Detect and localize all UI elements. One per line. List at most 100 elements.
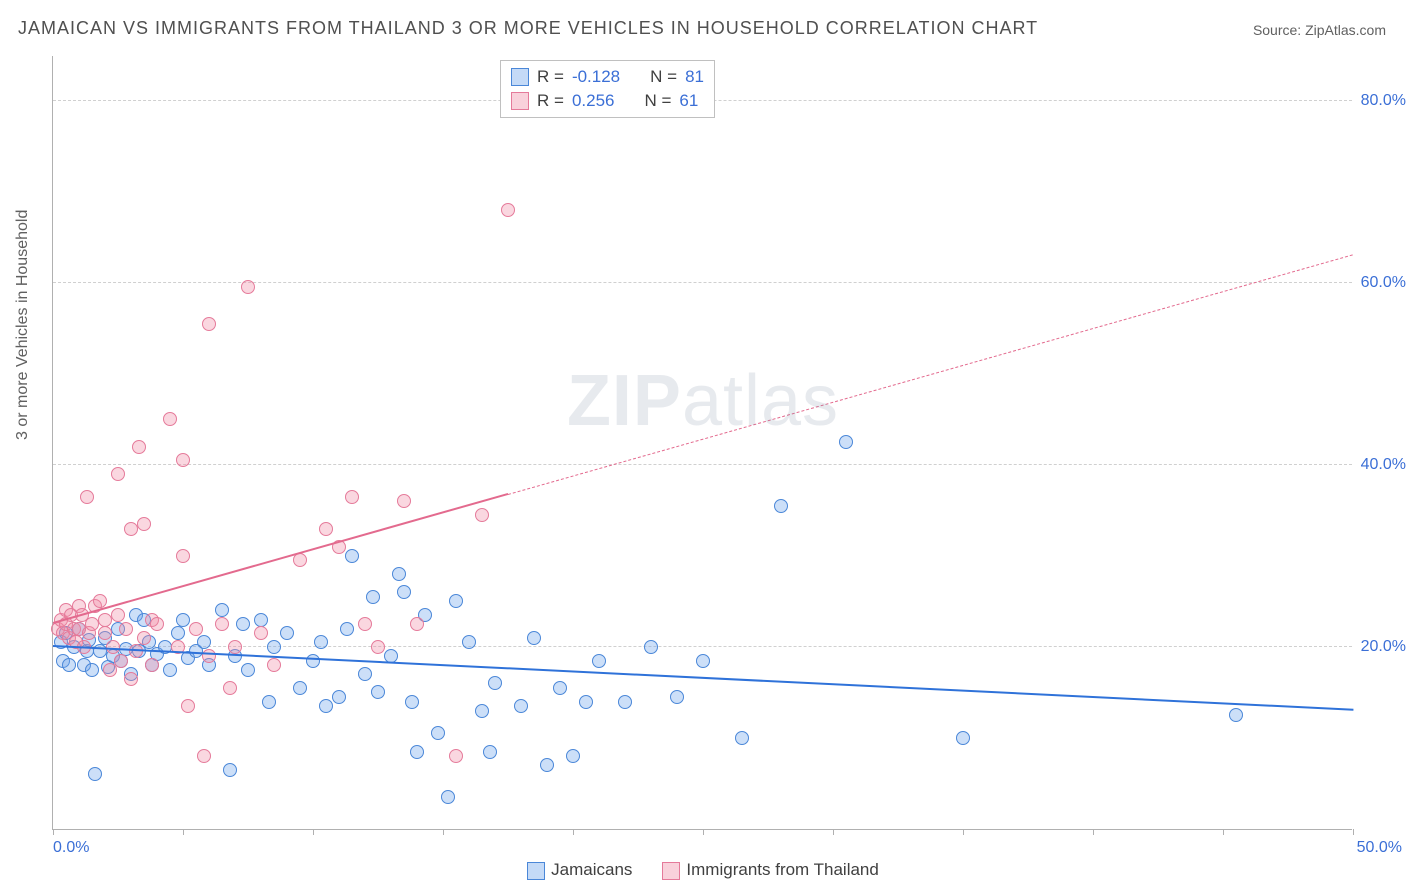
chart-title: JAMAICAN VS IMMIGRANTS FROM THAILAND 3 O… [18, 18, 1038, 39]
scatter-point-pink [111, 467, 125, 481]
scatter-point-blue [358, 667, 372, 681]
scatter-point-pink [163, 412, 177, 426]
x-label-left: 0.0% [53, 839, 89, 857]
x-tick [1223, 829, 1224, 835]
legend-item: Jamaicans [527, 860, 632, 880]
scatter-point-blue [366, 590, 380, 604]
scatter-point-blue [553, 681, 567, 695]
scatter-point-pink [137, 631, 151, 645]
legend-label: Jamaicans [551, 860, 632, 879]
y-tick-label: 40.0% [1361, 456, 1406, 474]
scatter-point-blue [241, 663, 255, 677]
scatter-point-pink [124, 522, 138, 536]
scatter-point-pink [181, 699, 195, 713]
x-tick [1353, 829, 1354, 835]
scatter-point-pink [124, 672, 138, 686]
scatter-point-pink [80, 490, 94, 504]
scatter-point-blue [514, 699, 528, 713]
scatter-point-pink [176, 549, 190, 563]
scatter-point-pink [254, 626, 268, 640]
trendline-dashed [508, 254, 1353, 495]
x-tick [1093, 829, 1094, 835]
scatter-point-pink [475, 508, 489, 522]
stat-n-label: N = [650, 67, 677, 87]
scatter-point-blue [441, 790, 455, 804]
scatter-point-blue [540, 758, 554, 772]
scatter-point-pink [119, 622, 133, 636]
scatter-point-blue [475, 704, 489, 718]
scatter-point-blue [314, 635, 328, 649]
stat-r-value: -0.128 [572, 67, 620, 87]
y-tick-label: 80.0% [1361, 92, 1406, 110]
scatter-point-blue [1229, 708, 1243, 722]
legend-swatch-blue [527, 862, 545, 880]
bottom-legend: Jamaicans Immigrants from Thailand [0, 860, 1406, 880]
scatter-point-blue [405, 695, 419, 709]
scatter-point-blue [527, 631, 541, 645]
correlation-stats-box: R =-0.128N =81R =0.256N =61 [500, 60, 715, 118]
scatter-point-pink [98, 613, 112, 627]
gridline [53, 464, 1352, 465]
scatter-point-blue [449, 594, 463, 608]
scatter-point-pink [215, 617, 229, 631]
scatter-point-pink [345, 490, 359, 504]
scatter-point-pink [98, 626, 112, 640]
scatter-point-blue [956, 731, 970, 745]
x-tick [53, 829, 54, 835]
gridline [53, 646, 1352, 647]
scatter-point-blue [839, 435, 853, 449]
scatter-point-pink [241, 280, 255, 294]
scatter-point-blue [488, 676, 502, 690]
scatter-point-blue [397, 585, 411, 599]
scatter-point-blue [340, 622, 354, 636]
stat-swatch-pink [511, 92, 529, 110]
scatter-point-pink [202, 317, 216, 331]
scatter-point-blue [85, 663, 99, 677]
scatter-point-blue [306, 654, 320, 668]
scatter-point-blue [197, 635, 211, 649]
scatter-point-pink [319, 522, 333, 536]
scatter-point-pink [129, 644, 143, 658]
x-tick [963, 829, 964, 835]
legend-label: Immigrants from Thailand [686, 860, 878, 879]
scatter-point-pink [145, 658, 159, 672]
scatter-point-pink [114, 654, 128, 668]
scatter-point-blue [392, 567, 406, 581]
scatter-point-pink [397, 494, 411, 508]
source-label: Source: ZipAtlas.com [1253, 22, 1386, 38]
scatter-point-blue [267, 640, 281, 654]
scatter-point-pink [449, 749, 463, 763]
x-tick [833, 829, 834, 835]
scatter-point-blue [223, 763, 237, 777]
scatter-point-pink [371, 640, 385, 654]
stat-r-value: 0.256 [572, 91, 615, 111]
scatter-point-blue [696, 654, 710, 668]
scatter-point-blue [592, 654, 606, 668]
scatter-point-blue [566, 749, 580, 763]
scatter-point-blue [735, 731, 749, 745]
x-tick [443, 829, 444, 835]
y-tick-label: 60.0% [1361, 274, 1406, 292]
stat-swatch-blue [511, 68, 529, 86]
scatter-point-blue [262, 695, 276, 709]
scatter-point-blue [371, 685, 385, 699]
scatter-point-blue [254, 613, 268, 627]
scatter-point-blue [431, 726, 445, 740]
x-tick [703, 829, 704, 835]
scatter-point-blue [88, 767, 102, 781]
x-tick [573, 829, 574, 835]
scatter-point-pink [197, 749, 211, 763]
scatter-point-blue [319, 699, 333, 713]
stat-r-label: R = [537, 91, 564, 111]
scatter-point-blue [462, 635, 476, 649]
scatter-point-blue [62, 658, 76, 672]
scatter-point-blue [579, 695, 593, 709]
scatter-point-blue [236, 617, 250, 631]
scatter-point-pink [358, 617, 372, 631]
scatter-point-pink [293, 553, 307, 567]
stat-n-value: 61 [679, 91, 698, 111]
scatter-point-blue [171, 626, 185, 640]
scatter-point-pink [267, 658, 281, 672]
scatter-point-blue [483, 745, 497, 759]
x-tick [183, 829, 184, 835]
